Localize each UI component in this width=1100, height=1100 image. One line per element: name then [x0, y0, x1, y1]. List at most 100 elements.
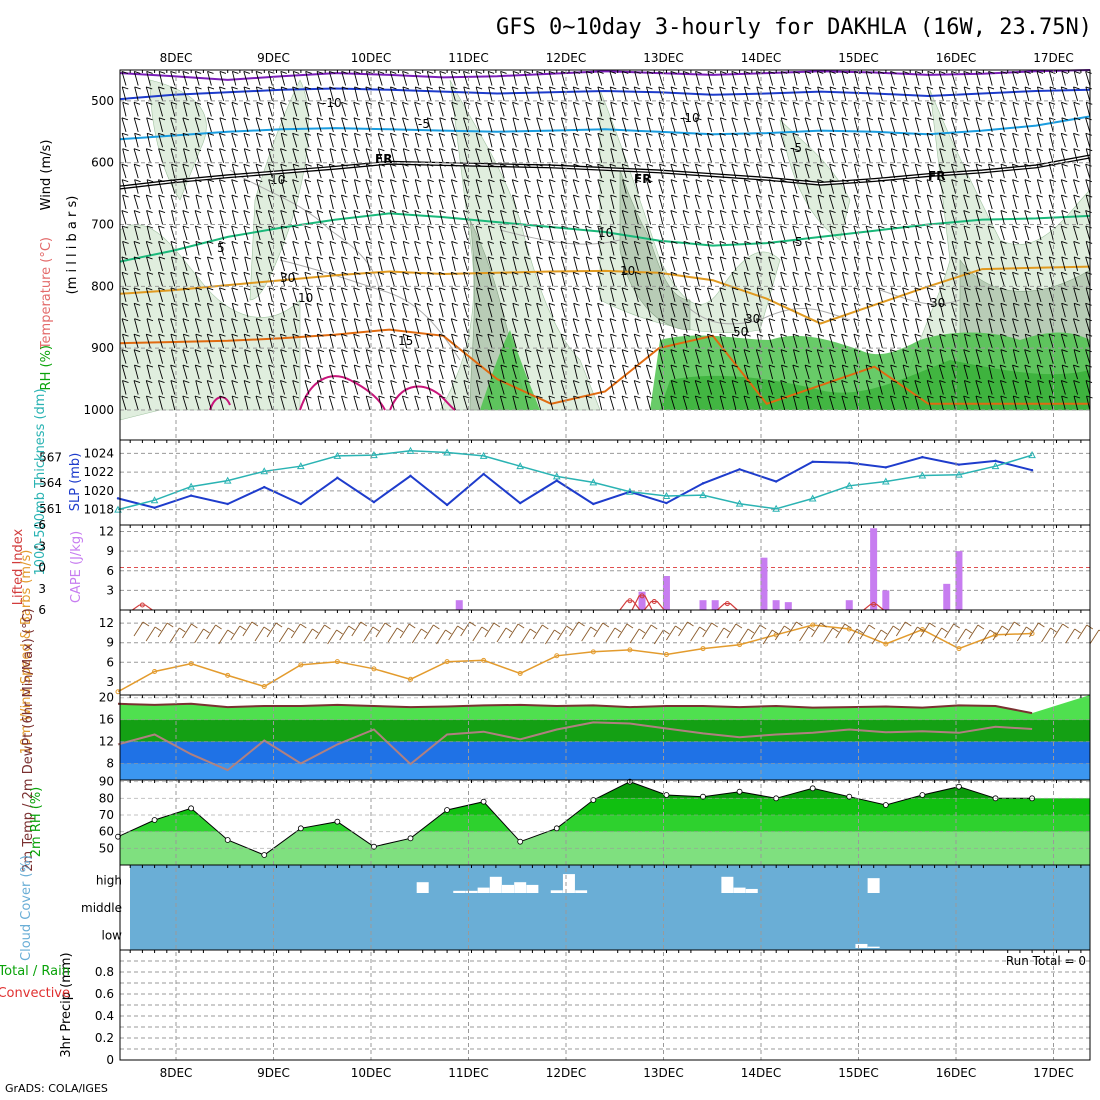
wind-barb	[255, 71, 263, 86]
wind-barb	[207, 364, 214, 380]
wind-barb	[902, 349, 909, 364]
wind-barb	[866, 117, 874, 132]
wind-barb	[780, 241, 787, 256]
wind-barb	[1000, 194, 1007, 210]
wind-barb	[451, 101, 458, 117]
wind-barb	[438, 225, 446, 241]
wind-barb	[134, 364, 141, 380]
wind-barb	[951, 287, 959, 302]
wind-barb	[793, 71, 800, 86]
wind-barb	[537, 101, 544, 117]
wind-barb	[475, 380, 483, 395]
wind-barb	[964, 287, 971, 302]
wind-barb	[902, 287, 909, 302]
wind-barb	[182, 241, 190, 256]
rh-point	[919, 792, 926, 798]
wind-barb	[841, 287, 848, 302]
wind-barb	[927, 256, 934, 272]
wind-barb	[268, 380, 276, 395]
surface-wind-barb	[194, 628, 210, 644]
wind-barb	[146, 318, 154, 333]
slp-point	[555, 479, 558, 482]
wind-barb	[695, 71, 702, 86]
wind-barb	[987, 287, 995, 302]
wind-barb	[743, 395, 751, 411]
wind-barb	[499, 225, 507, 241]
wind-barb	[792, 132, 800, 148]
wind-barb	[914, 86, 921, 102]
wind-barb	[682, 117, 690, 132]
surface-wind-barb	[278, 627, 295, 643]
temp-band	[120, 741, 1090, 764]
wind-barb	[365, 241, 373, 256]
wind-barb	[731, 194, 739, 210]
wind-barb	[427, 225, 434, 241]
wind-barb	[414, 287, 421, 302]
surface-wind-barb	[375, 622, 392, 638]
wind-barb	[244, 256, 251, 272]
wind-barb	[963, 225, 971, 241]
wind-barb	[1085, 101, 1093, 117]
wind-barb	[316, 318, 324, 333]
wind-barb	[927, 302, 934, 318]
wind-barb	[450, 179, 458, 194]
wind-barb	[243, 318, 251, 333]
grads-credit: GrADS: COLA/IGES	[5, 1082, 108, 1095]
wind-barb	[914, 333, 921, 349]
wind-barb	[573, 395, 580, 411]
surface-wind-barb	[883, 625, 900, 641]
wind-barb	[719, 287, 726, 302]
wind-barb	[731, 117, 738, 132]
wind-barb	[438, 132, 446, 148]
wind-barb	[231, 380, 238, 395]
wind-barb	[633, 194, 641, 210]
wind-barb	[280, 194, 287, 210]
wind-barb	[622, 179, 629, 194]
wind-speed-point	[152, 668, 158, 674]
wind-barb	[353, 302, 361, 318]
wind-barb	[829, 163, 836, 179]
wind-barb	[182, 210, 189, 225]
surface-wind-barb	[992, 625, 1009, 641]
wind-barb	[1048, 333, 1056, 349]
wind-barb	[743, 117, 751, 132]
wind-barb	[280, 179, 288, 194]
wind-barb	[218, 86, 226, 102]
wind-barb	[414, 179, 422, 194]
wind-barb	[768, 194, 775, 210]
wind-barb	[915, 179, 922, 194]
contour-label: 10	[620, 264, 635, 278]
wind-barb	[219, 380, 226, 395]
thickness-point	[918, 471, 927, 479]
wind-barb	[889, 101, 897, 117]
rh-shade-green-dark	[660, 360, 1090, 410]
date-label-bottom: 9DEC	[257, 1066, 290, 1080]
wind-barb	[621, 148, 629, 163]
wind-barb	[194, 148, 202, 163]
surface-wind-barb	[1016, 626, 1033, 642]
wind-barb	[1085, 71, 1092, 86]
wind-barb	[865, 194, 873, 210]
wind-speed-point	[663, 651, 669, 657]
wind-barb	[475, 148, 482, 163]
wind-barb	[634, 210, 641, 225]
wind-barb	[768, 364, 776, 380]
wind-barb	[768, 210, 775, 225]
wind-barb	[280, 225, 288, 241]
wind-barb	[963, 86, 971, 102]
wind-barb	[987, 179, 995, 194]
wind-barb	[219, 271, 227, 287]
wind-barb	[719, 179, 726, 194]
wind-barb	[378, 163, 386, 179]
cloud-block	[562, 874, 575, 893]
wind-barb	[670, 117, 677, 132]
surface-wind-barb	[157, 622, 174, 638]
wind-barb	[536, 225, 544, 241]
wind-barb	[914, 210, 922, 225]
wind-barb	[853, 163, 861, 179]
wind-barb	[292, 132, 299, 148]
wind-barb	[609, 318, 617, 333]
wind-barb	[279, 333, 287, 349]
wind-barb	[207, 179, 215, 194]
wind-barb	[145, 148, 153, 163]
